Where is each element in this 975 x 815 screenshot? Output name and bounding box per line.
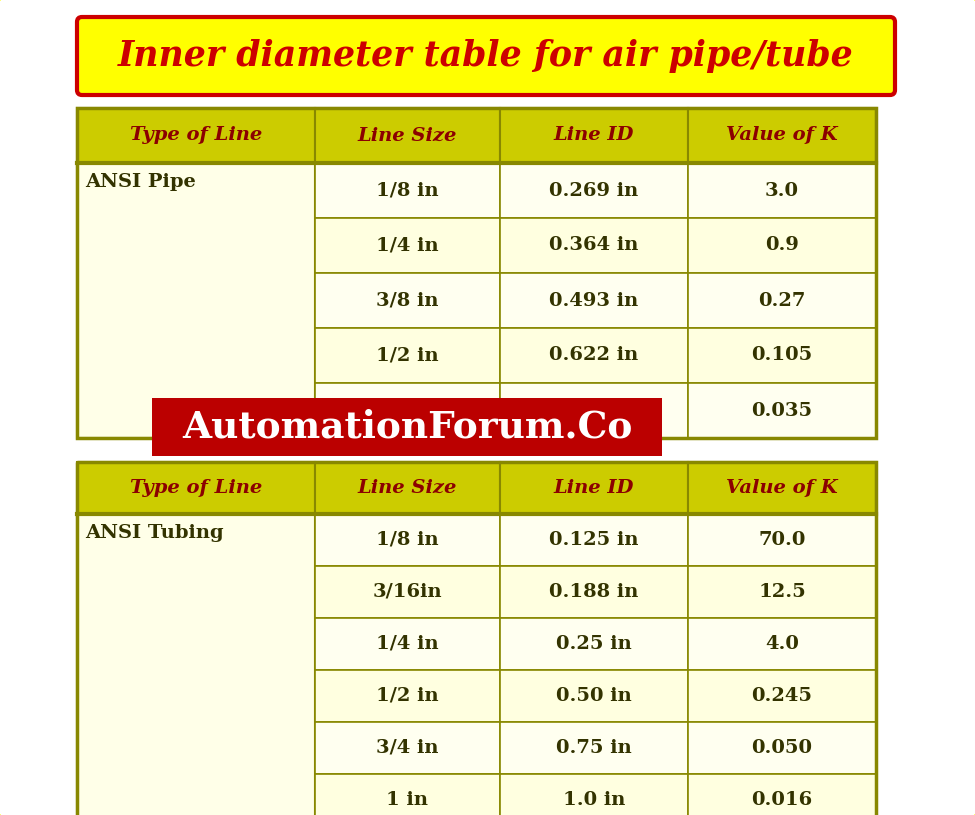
Text: Type of Line: Type of Line xyxy=(130,126,262,144)
Text: 1/4 in: 1/4 in xyxy=(376,635,439,653)
Text: 1/2 in: 1/2 in xyxy=(376,687,439,705)
Bar xyxy=(688,670,876,722)
Text: 0.125 in: 0.125 in xyxy=(549,531,639,549)
Bar xyxy=(500,328,688,383)
Text: AutomationForum.Co: AutomationForum.Co xyxy=(181,408,632,446)
Text: 0.622 in: 0.622 in xyxy=(549,346,639,364)
Text: 0.364 in: 0.364 in xyxy=(549,236,639,254)
Text: 0.035: 0.035 xyxy=(752,402,812,420)
Bar xyxy=(688,163,876,218)
Bar xyxy=(77,462,315,514)
Bar xyxy=(500,273,688,328)
FancyBboxPatch shape xyxy=(77,17,895,95)
Bar xyxy=(688,774,876,815)
Text: 3/16in: 3/16in xyxy=(372,583,443,601)
Bar xyxy=(77,108,876,438)
Text: 3/4 in: 3/4 in xyxy=(376,402,439,420)
Text: 70.0: 70.0 xyxy=(759,531,805,549)
Bar xyxy=(500,163,688,218)
Text: 0.9: 0.9 xyxy=(765,236,799,254)
Bar xyxy=(77,462,876,815)
Text: 3/4 in: 3/4 in xyxy=(376,739,439,757)
Bar xyxy=(500,383,688,438)
Bar xyxy=(688,273,876,328)
Text: 0.75 in: 0.75 in xyxy=(556,739,632,757)
Bar xyxy=(315,108,500,163)
Text: 0.245: 0.245 xyxy=(752,687,812,705)
Bar xyxy=(688,514,876,566)
Text: 12.5: 12.5 xyxy=(759,583,806,601)
Bar xyxy=(315,774,500,815)
Bar xyxy=(500,774,688,815)
Text: 0.105: 0.105 xyxy=(752,346,812,364)
Text: Line ID: Line ID xyxy=(554,126,634,144)
Bar xyxy=(688,108,876,163)
Text: 0.824 in: 0.824 in xyxy=(550,402,639,420)
Bar xyxy=(688,722,876,774)
Text: 0.493 in: 0.493 in xyxy=(549,292,639,310)
Text: 0.050: 0.050 xyxy=(752,739,812,757)
Text: Value of K: Value of K xyxy=(726,126,838,144)
Bar xyxy=(315,670,500,722)
Text: Value of K: Value of K xyxy=(726,479,838,497)
Text: 3.0: 3.0 xyxy=(765,182,799,200)
Text: Line ID: Line ID xyxy=(554,479,634,497)
Bar xyxy=(77,514,315,815)
Text: Line Size: Line Size xyxy=(358,126,457,144)
Text: Type of Line: Type of Line xyxy=(130,479,262,497)
Text: 1/4 in: 1/4 in xyxy=(376,236,439,254)
Text: 0.25 in: 0.25 in xyxy=(556,635,632,653)
Text: 0.188 in: 0.188 in xyxy=(549,583,639,601)
Bar xyxy=(688,383,876,438)
Text: 0.50 in: 0.50 in xyxy=(556,687,632,705)
Text: 1.0 in: 1.0 in xyxy=(563,791,625,809)
Bar xyxy=(77,108,315,163)
Bar xyxy=(77,163,315,438)
Bar xyxy=(688,328,876,383)
Bar xyxy=(500,618,688,670)
Bar xyxy=(315,218,500,273)
Bar xyxy=(315,514,500,566)
Bar xyxy=(500,670,688,722)
Text: 0.27: 0.27 xyxy=(759,292,805,310)
Text: 4.0: 4.0 xyxy=(765,635,799,653)
Bar xyxy=(315,722,500,774)
Text: ANSI Tubing: ANSI Tubing xyxy=(85,524,223,542)
Bar xyxy=(315,273,500,328)
Bar xyxy=(500,566,688,618)
Text: 1/8 in: 1/8 in xyxy=(376,531,439,549)
Text: Line Size: Line Size xyxy=(358,479,457,497)
Bar xyxy=(315,566,500,618)
Bar xyxy=(500,514,688,566)
Bar xyxy=(500,218,688,273)
Text: 1/8 in: 1/8 in xyxy=(376,182,439,200)
Text: 0.269 in: 0.269 in xyxy=(549,182,639,200)
Text: 1/2 in: 1/2 in xyxy=(376,346,439,364)
Text: 1 in: 1 in xyxy=(386,791,428,809)
Bar xyxy=(315,163,500,218)
Text: 3/8 in: 3/8 in xyxy=(376,292,439,310)
Bar xyxy=(688,462,876,514)
Bar xyxy=(152,398,662,456)
Bar xyxy=(500,462,688,514)
Bar xyxy=(315,618,500,670)
Bar xyxy=(500,108,688,163)
Bar xyxy=(315,328,500,383)
Bar xyxy=(315,462,500,514)
Bar xyxy=(688,566,876,618)
Bar xyxy=(315,383,500,438)
Text: ANSI Pipe: ANSI Pipe xyxy=(85,173,196,191)
Text: 0.016: 0.016 xyxy=(752,791,812,809)
Bar xyxy=(688,218,876,273)
Text: Inner diameter table for air pipe/tube: Inner diameter table for air pipe/tube xyxy=(118,39,854,73)
Bar xyxy=(500,722,688,774)
Bar xyxy=(688,618,876,670)
